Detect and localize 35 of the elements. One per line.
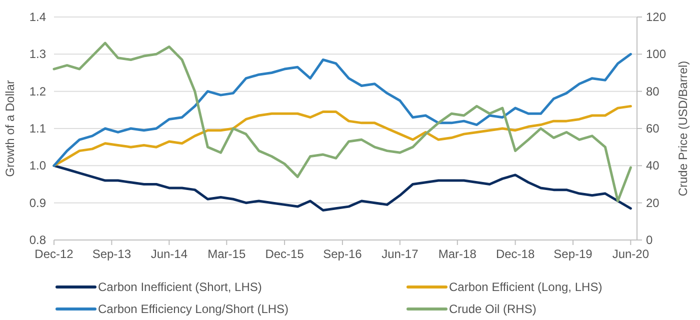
legend-label: Carbon Efficient (Long, LHS) [449,280,602,294]
y2-tick-label: 0 [646,233,653,247]
x-tick-label: Jun-14 [150,247,188,261]
y-tick-label: 0.8 [29,233,46,247]
legend-label: Carbon Inefficient (Short, LHS) [98,280,262,294]
y2-tick-label: 40 [646,158,660,173]
y-tick-label: 1.0 [29,158,46,173]
x-tick-label: Jun-20 [612,247,650,261]
line-series [52,52,632,167]
x-tick-label: Sep-19 [554,247,593,261]
line-series [52,164,632,212]
x-tick-label: Dec-15 [265,247,304,261]
x-tick-label: Sep-16 [323,247,362,261]
x-tick-label: Mar-18 [438,247,477,261]
x-tick-label: Dec-18 [496,247,535,261]
y-tick-label: 1.3 [29,47,46,62]
y2-tick-label: 120 [646,10,666,24]
x-tick-label: Dec-12 [34,247,74,261]
x-tick-label: Mar-15 [208,247,246,261]
y2-tick-label: 20 [646,196,660,210]
y-tick-label: 1.4 [29,10,46,24]
y2-tick-label: 80 [646,84,660,98]
y2-tick-label: 100 [646,47,666,62]
y2-axis-title: Crude Price (USD/Barrel) [676,60,690,196]
legend-label: Crude Oil (RHS) [449,302,536,316]
legend-label: Carbon Efficiency Long/Short (LHS) [98,302,289,316]
x-tick-label: Sep-13 [92,247,132,261]
y-tick-label: 1.2 [29,84,46,98]
line-series [52,104,632,167]
y-axis-title: Growth of a Dollar [3,80,17,177]
y2-tick-label: 60 [646,122,660,136]
y-tick-label: 0.9 [29,196,46,210]
x-tick-label: Jun-17 [382,247,419,261]
y-tick-label: 1.1 [29,122,46,136]
line-series [52,42,632,202]
